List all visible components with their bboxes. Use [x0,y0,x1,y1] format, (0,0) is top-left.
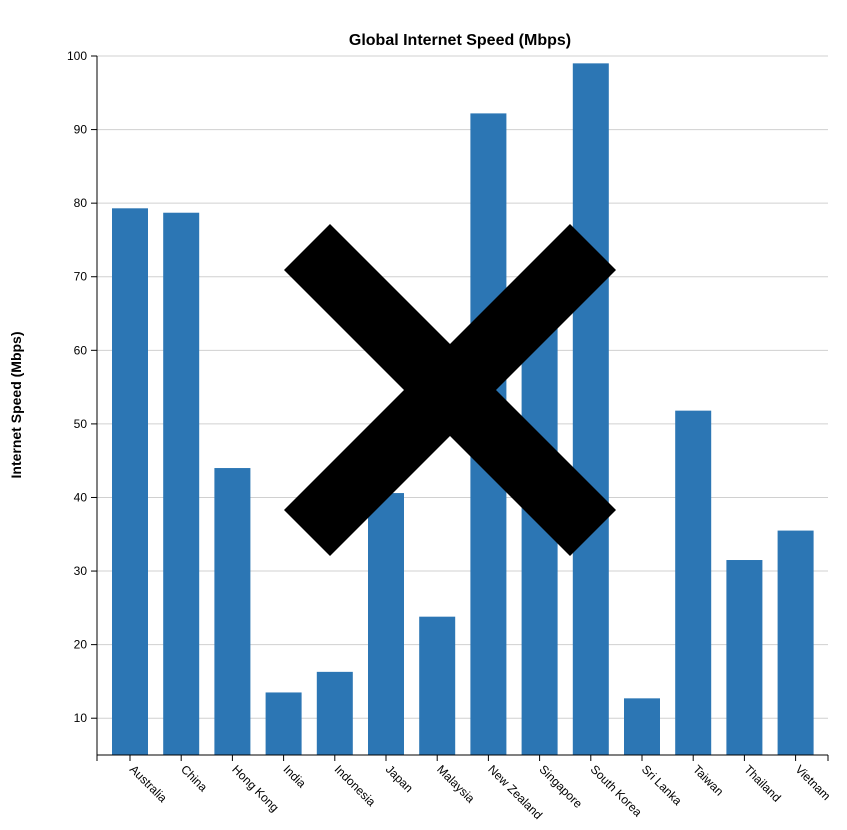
y-axis-label: Internet Speed (Mbps) [8,331,24,478]
y-tick-label: 10 [74,711,88,725]
x-tick-label: Thailand [741,762,783,804]
x-tick-label: Vietnam [792,762,833,803]
axes [91,55,829,761]
bar [163,212,200,756]
x-tick-label: Hong Kong [229,762,281,814]
x-tick-label: Australia [127,762,170,805]
bar [214,468,251,755]
bars [112,63,814,756]
x-tick-label: Singapore [536,762,585,811]
chart-title: Global Internet Speed (Mbps) [349,32,571,49]
x-tick-label: Japan [383,762,416,795]
x-mark-stroke-2 [284,224,616,556]
x-mark-overlay [284,224,616,556]
bar [316,671,353,755]
y-tick-label: 90 [74,123,88,137]
y-tick-label: 80 [74,196,88,210]
bar [419,616,456,755]
bar [675,410,712,755]
x-tick-label: South Korea [588,762,645,819]
y-tick-label: 20 [74,638,88,652]
x-tick-label: Malaysia [434,762,478,806]
x-tick-label: Indonesia [332,762,379,809]
x-tick-label: India [280,762,309,791]
bar [112,208,148,756]
x-tick-label: Sri Lanka [639,762,685,808]
y-tick-label: 40 [74,490,88,504]
x-tick-label: Taiwan [690,762,726,798]
y-tick-label: 70 [74,270,88,284]
bar [777,530,814,755]
y-tick-label: 30 [74,564,88,578]
y-tick-label: 60 [74,343,88,357]
x-tick-label: China [178,762,210,794]
y-tick-label: 50 [74,417,88,431]
y-tick-labels: 10 20 30 40 50 60 70 80 90 100 [67,49,87,725]
bar [265,692,302,755]
bar [624,698,660,755]
bar [726,560,763,755]
bar [368,493,404,755]
y-tick-label: 100 [67,49,87,63]
bar [572,63,609,755]
